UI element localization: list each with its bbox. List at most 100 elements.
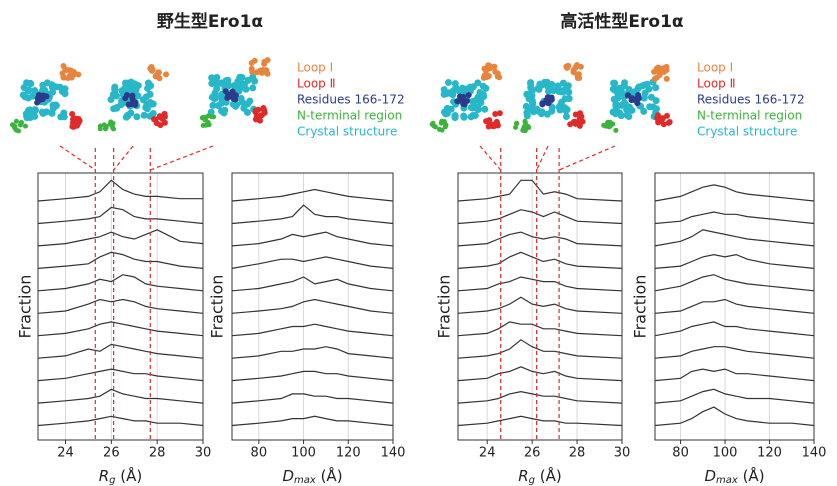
atom (578, 113, 584, 119)
atom (141, 112, 148, 119)
plot-frame (458, 173, 622, 440)
atom (223, 88, 229, 94)
trace (38, 322, 203, 336)
atom (209, 102, 216, 109)
atom (612, 103, 619, 110)
trace (38, 230, 203, 246)
atom (150, 100, 157, 107)
atom (610, 109, 617, 116)
atom (452, 80, 459, 87)
x-tick-label: 26 (103, 446, 120, 461)
trace (655, 275, 814, 291)
x-tick-label: 30 (195, 446, 212, 461)
trace (38, 416, 203, 425)
x-axis-label: Rg (Å) (518, 466, 562, 486)
atom (163, 71, 169, 77)
atom (57, 84, 64, 91)
legend-entry: Loop Ⅱ (297, 77, 336, 91)
plot-frame (38, 173, 203, 440)
atom (61, 75, 67, 81)
atom (226, 94, 232, 100)
atom (211, 79, 218, 86)
atom (525, 124, 530, 129)
atom (444, 110, 451, 117)
x-tick-label: 140 (381, 446, 406, 461)
atom (133, 113, 140, 120)
atom (564, 65, 570, 71)
x-axis-symbol: R (518, 467, 528, 485)
x-axis-label: Dmax (Å) (704, 466, 764, 486)
atom (238, 80, 245, 87)
trace (232, 277, 393, 291)
legend-entry: Loop I (297, 61, 333, 75)
connector (559, 146, 615, 170)
atom (466, 92, 472, 98)
atom (30, 108, 37, 115)
atom (628, 97, 634, 103)
trace (655, 230, 814, 246)
trace (655, 212, 814, 224)
atom (75, 71, 81, 77)
y-axis-label: Fraction (631, 275, 650, 339)
x-tick-label: 80 (251, 446, 268, 461)
x-axis-symbol: R (99, 467, 109, 485)
trace (38, 300, 203, 314)
x-tick-label: 120 (757, 446, 782, 461)
atom (663, 67, 669, 73)
legend-entry: N-terminal region (297, 109, 402, 123)
atom (480, 83, 487, 90)
atom (621, 79, 628, 86)
trace (232, 371, 393, 380)
connector (537, 146, 548, 170)
x-axis-subscript: max (716, 475, 738, 486)
atom (514, 121, 519, 126)
atom (143, 101, 150, 108)
atom (51, 104, 58, 111)
atom (481, 106, 488, 113)
x-tick-label: 100 (291, 446, 316, 461)
atom (209, 114, 214, 119)
trace (655, 255, 814, 269)
legend-entry: Crystal structure (697, 125, 797, 139)
trace (458, 416, 622, 425)
trace (38, 369, 203, 381)
atom (452, 114, 459, 121)
legend-entry: N-terminal region (697, 109, 802, 123)
atom (660, 115, 666, 121)
atom (557, 106, 564, 113)
legend-entry: Crystal structure (297, 125, 397, 139)
legend-entry: Residues 166-172 (697, 93, 805, 107)
x-axis-label: Rg (Å) (99, 466, 143, 486)
atom (129, 93, 135, 99)
atom (253, 108, 259, 114)
atom (433, 124, 438, 129)
structure (601, 64, 673, 133)
atom (75, 120, 81, 126)
x-tick-label: 30 (614, 446, 631, 461)
trace (458, 232, 622, 246)
atom (667, 119, 673, 125)
atom (610, 80, 617, 87)
x-tick-label: 26 (524, 446, 541, 461)
structure (430, 62, 503, 132)
trace (458, 322, 622, 336)
atom (492, 111, 498, 117)
atom (572, 65, 578, 71)
atom (461, 114, 468, 121)
atom (98, 126, 103, 131)
atom (530, 108, 537, 115)
connector (480, 146, 501, 170)
x-tick-label: 140 (802, 446, 827, 461)
atom (162, 120, 168, 126)
atom (262, 68, 268, 74)
trace (38, 344, 203, 358)
trace (232, 324, 393, 336)
trace (38, 180, 203, 201)
atom (18, 122, 23, 127)
atom (441, 86, 448, 93)
figure: 野生型Ero1α 高活性型Ero1α Loop ILoop ⅡResidues … (0, 0, 837, 486)
x-tick-label: 24 (57, 446, 74, 461)
connector (60, 146, 95, 170)
atom (657, 68, 663, 74)
atom (23, 124, 28, 129)
